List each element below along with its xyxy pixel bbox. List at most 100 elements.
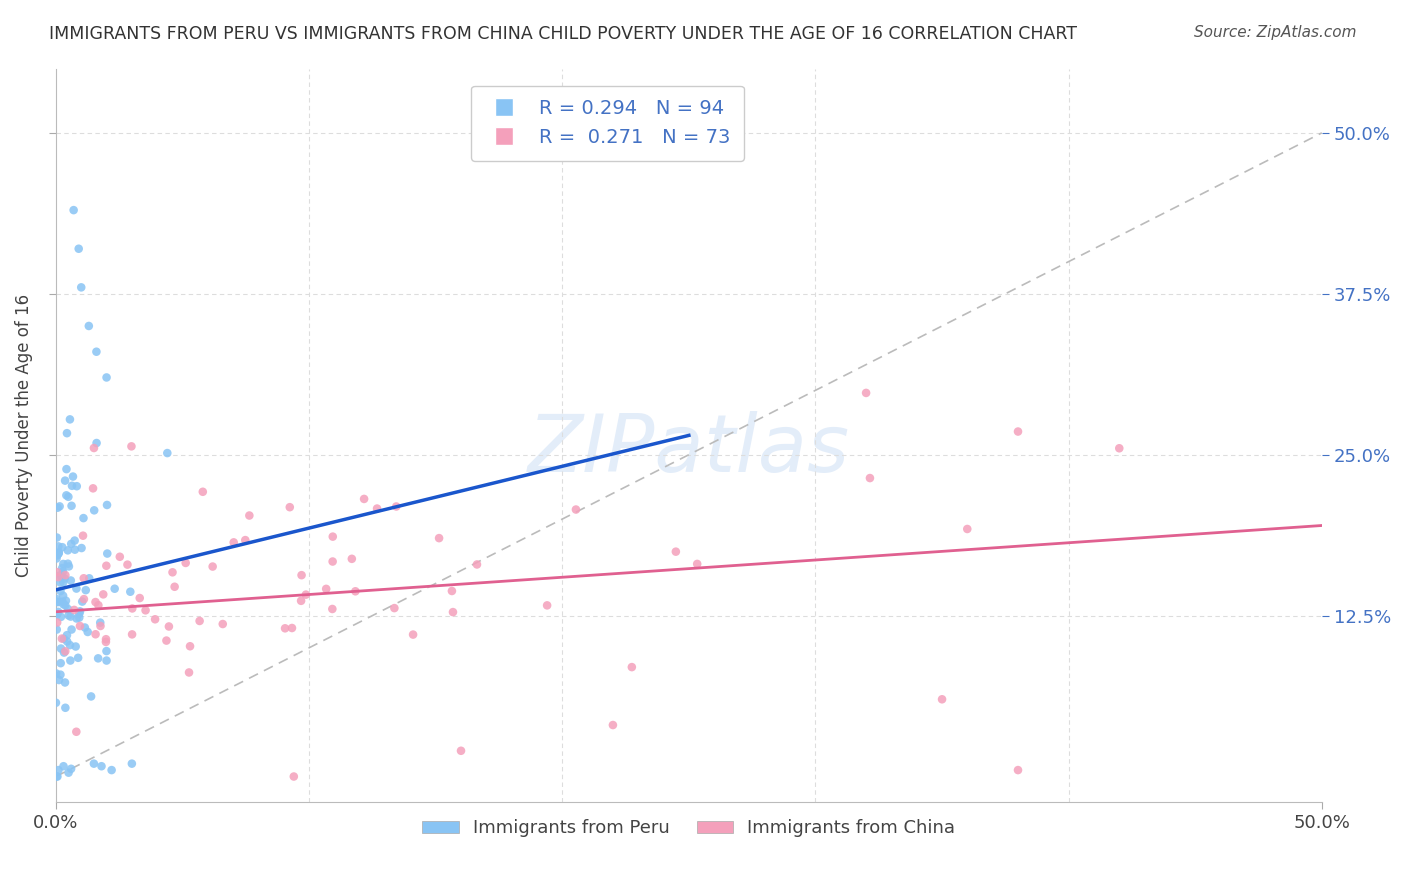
- Point: [58, 490, 80, 504]
- Point: [60, 762, 83, 776]
- Point: [59, 609, 82, 624]
- Point: [73, 621, 96, 635]
- Point: [83, 441, 105, 455]
- Point: [121, 627, 143, 641]
- Y-axis label: Child Poverty Under the Age of 16: Child Poverty Under the Age of 16: [15, 293, 32, 577]
- Point: [60, 479, 83, 493]
- Point: [70, 541, 93, 555]
- Point: [382, 601, 405, 615]
- Point: [120, 439, 142, 453]
- Point: [45, 531, 67, 545]
- Point: [51, 594, 73, 608]
- Point: [222, 535, 245, 549]
- Point: [65, 611, 87, 625]
- Point: [72, 594, 94, 608]
- Point: [53, 474, 76, 488]
- Point: [67, 607, 90, 621]
- Point: [48, 673, 70, 687]
- Point: [51, 632, 73, 646]
- Point: [440, 584, 463, 599]
- Point: [83, 503, 105, 517]
- Point: [52, 557, 75, 571]
- Point: [59, 574, 82, 588]
- Point: [46, 595, 69, 609]
- Point: [58, 559, 80, 574]
- Point: [52, 759, 75, 773]
- Point: [340, 551, 363, 566]
- Point: [315, 582, 337, 596]
- Point: [70, 280, 93, 294]
- Point: [155, 633, 177, 648]
- Legend: Immigrants from Peru, Immigrants from China: Immigrants from Peru, Immigrants from Ch…: [415, 812, 963, 845]
- Point: [84, 627, 107, 641]
- Point: [238, 508, 260, 523]
- Point: [121, 601, 143, 615]
- Point: [59, 412, 82, 426]
- Point: [60, 499, 83, 513]
- Point: [1007, 763, 1029, 777]
- Point: [67, 610, 90, 624]
- Point: [143, 612, 166, 626]
- Point: [441, 605, 464, 619]
- Point: [46, 770, 69, 784]
- Point: [465, 558, 488, 572]
- Text: ZIPatlas: ZIPatlas: [527, 411, 851, 489]
- Point: [96, 547, 118, 561]
- Point: [94, 635, 117, 649]
- Point: [53, 646, 76, 660]
- Point: [211, 617, 233, 632]
- Point: [80, 690, 103, 704]
- Point: [62, 469, 84, 483]
- Point: [62, 203, 84, 218]
- Point: [565, 502, 588, 516]
- Point: [49, 575, 72, 590]
- Point: [87, 599, 110, 613]
- Point: [1108, 442, 1130, 456]
- Point: [281, 621, 304, 635]
- Text: IMMIGRANTS FROM PERU VS IMMIGRANTS FROM CHINA CHILD POVERTY UNDER THE AGE OF 16 : IMMIGRANTS FROM PERU VS IMMIGRANTS FROM …: [49, 25, 1077, 43]
- Point: [46, 570, 69, 584]
- Point: [191, 484, 214, 499]
- Point: [450, 744, 472, 758]
- Point: [163, 580, 186, 594]
- Point: [45, 770, 67, 784]
- Point: [56, 557, 79, 571]
- Point: [117, 558, 139, 572]
- Point: [157, 619, 180, 633]
- Point: [188, 614, 211, 628]
- Point: [56, 628, 79, 642]
- Point: [56, 426, 79, 441]
- Point: [55, 593, 77, 607]
- Point: [52, 597, 75, 611]
- Point: [56, 602, 79, 616]
- Point: [58, 608, 80, 623]
- Point: [91, 587, 114, 601]
- Point: [344, 584, 367, 599]
- Point: [52, 575, 75, 590]
- Point: [321, 602, 343, 616]
- Point: [104, 582, 127, 596]
- Point: [45, 623, 67, 637]
- Point: [162, 566, 184, 580]
- Point: [56, 634, 79, 648]
- Point: [73, 592, 96, 607]
- Point: [65, 582, 87, 596]
- Point: [83, 756, 105, 771]
- Point: [53, 632, 76, 646]
- Point: [322, 555, 344, 569]
- Point: [45, 666, 67, 681]
- Point: [956, 522, 979, 536]
- Point: [96, 498, 118, 512]
- Point: [49, 656, 72, 670]
- Point: [46, 607, 69, 622]
- Point: [94, 632, 117, 647]
- Point: [55, 488, 77, 502]
- Point: [67, 242, 90, 256]
- Point: [48, 763, 70, 777]
- Point: [100, 763, 122, 777]
- Point: [89, 619, 111, 633]
- Point: [49, 610, 72, 624]
- Point: [84, 595, 107, 609]
- Point: [120, 584, 142, 599]
- Point: [55, 462, 77, 476]
